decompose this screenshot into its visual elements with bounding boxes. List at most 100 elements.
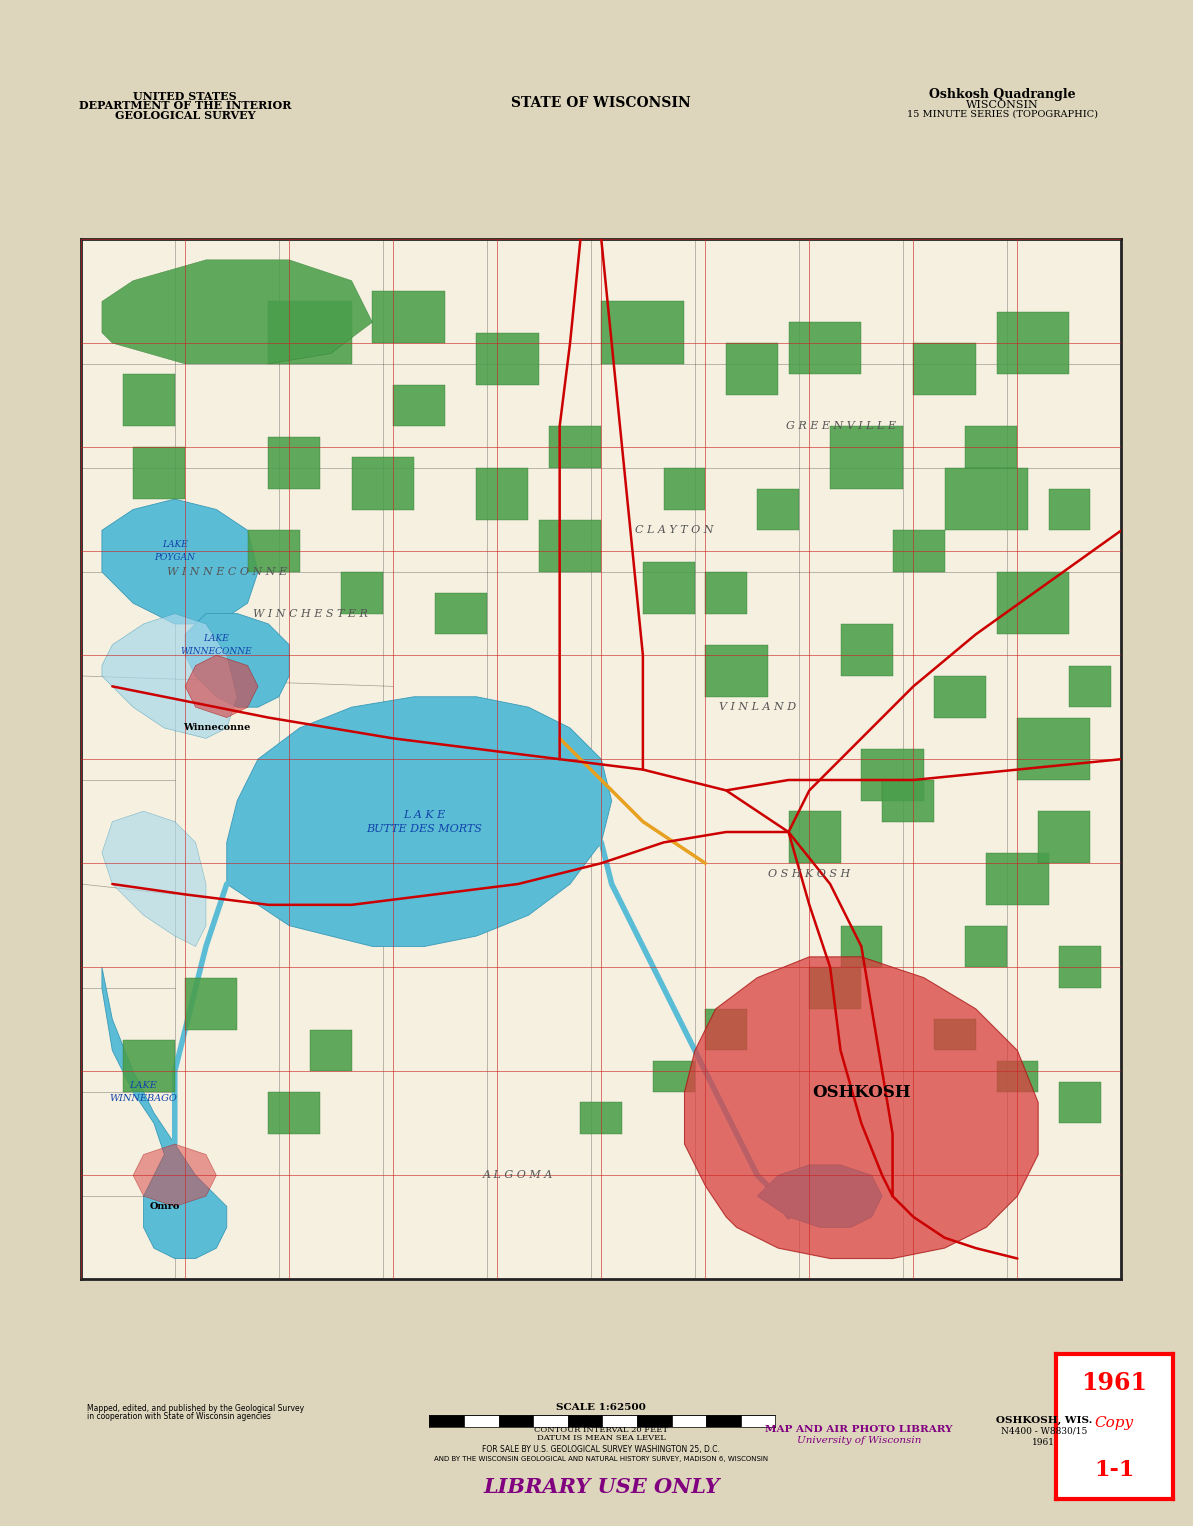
Bar bbox=[352, 458, 414, 510]
Text: in cooperation with State of Wisconsin agencies: in cooperation with State of Wisconsin a… bbox=[87, 1412, 271, 1421]
Polygon shape bbox=[101, 259, 372, 363]
Text: FOR SALE BY U.S. GEOLOGICAL SURVEY WASHINGTON 25, D.C.: FOR SALE BY U.S. GEOLOGICAL SURVEY WASHI… bbox=[482, 1445, 721, 1454]
Bar bbox=[663, 468, 705, 510]
Bar bbox=[1038, 812, 1090, 864]
Bar bbox=[601, 302, 685, 363]
Bar bbox=[841, 926, 882, 967]
Bar bbox=[809, 967, 861, 1009]
Bar bbox=[372, 291, 445, 343]
Bar bbox=[1059, 1082, 1101, 1123]
Text: W I N N E C O N N E: W I N N E C O N N E bbox=[167, 568, 286, 577]
Polygon shape bbox=[185, 655, 258, 717]
Text: DATUM IS MEAN SEA LEVEL: DATUM IS MEAN SEA LEVEL bbox=[537, 1434, 666, 1442]
Bar bbox=[892, 531, 945, 572]
Text: CONTOUR INTERVAL 20 FEET: CONTOUR INTERVAL 20 FEET bbox=[534, 1427, 668, 1434]
Text: LIBRARY USE ONLY: LIBRARY USE ONLY bbox=[483, 1477, 719, 1497]
Bar bbox=[706, 1415, 741, 1427]
Text: DEPARTMENT OF THE INTERIOR: DEPARTMENT OF THE INTERIOR bbox=[79, 101, 291, 111]
Polygon shape bbox=[101, 499, 258, 624]
Text: O S H K O S H: O S H K O S H bbox=[768, 868, 851, 879]
Text: AND BY THE WISCONSIN GEOLOGICAL AND NATURAL HISTORY SURVEY, MADISON 6, WISCONSIN: AND BY THE WISCONSIN GEOLOGICAL AND NATU… bbox=[434, 1456, 768, 1462]
Bar bbox=[987, 853, 1049, 905]
Bar bbox=[464, 1415, 499, 1427]
Bar bbox=[1059, 946, 1101, 987]
Bar bbox=[965, 426, 1018, 468]
Bar bbox=[268, 1093, 321, 1134]
Bar bbox=[185, 978, 237, 1030]
Bar bbox=[996, 572, 1069, 635]
Bar bbox=[841, 624, 892, 676]
Text: OSHKOSH, WIS.: OSHKOSH, WIS. bbox=[996, 1416, 1092, 1425]
Bar bbox=[568, 1415, 602, 1427]
Bar bbox=[789, 812, 841, 864]
Bar bbox=[705, 1009, 747, 1050]
Text: L A K E
BUTTE DES MORTS: L A K E BUTTE DES MORTS bbox=[366, 810, 482, 833]
Bar bbox=[134, 447, 185, 499]
Bar bbox=[643, 562, 694, 613]
Bar bbox=[934, 676, 987, 717]
Bar bbox=[654, 1061, 694, 1093]
Bar bbox=[705, 645, 768, 697]
Text: 1961: 1961 bbox=[1032, 1437, 1056, 1447]
Text: OSHKOSH: OSHKOSH bbox=[812, 1083, 910, 1100]
Bar bbox=[581, 1102, 622, 1134]
Bar bbox=[123, 374, 174, 426]
Bar bbox=[123, 1041, 174, 1093]
Text: C L A Y T O N: C L A Y T O N bbox=[635, 525, 713, 536]
Text: N4400 - W8830/15: N4400 - W8830/15 bbox=[1001, 1427, 1087, 1436]
Polygon shape bbox=[758, 1164, 882, 1227]
Bar bbox=[934, 1019, 976, 1050]
Text: LAKE
WINNECONNE: LAKE WINNECONNE bbox=[180, 633, 252, 656]
Polygon shape bbox=[685, 957, 1038, 1259]
Bar bbox=[268, 302, 352, 363]
Bar bbox=[268, 436, 321, 488]
Bar bbox=[341, 572, 383, 613]
Bar bbox=[996, 1061, 1038, 1093]
Bar bbox=[861, 749, 923, 801]
Bar bbox=[705, 572, 747, 613]
Bar bbox=[741, 1415, 775, 1427]
Polygon shape bbox=[134, 1144, 216, 1207]
Bar bbox=[637, 1415, 672, 1427]
Bar bbox=[248, 531, 299, 572]
Bar bbox=[602, 1415, 637, 1427]
Polygon shape bbox=[185, 613, 289, 707]
Polygon shape bbox=[227, 697, 612, 946]
Text: STATE OF WISCONSIN: STATE OF WISCONSIN bbox=[512, 96, 691, 110]
Bar bbox=[758, 488, 799, 531]
Text: UNITED STATES: UNITED STATES bbox=[134, 92, 236, 102]
Bar bbox=[1049, 488, 1090, 531]
Text: University of Wisconsin: University of Wisconsin bbox=[797, 1436, 921, 1445]
Text: Oshkosh Quadrangle: Oshkosh Quadrangle bbox=[929, 87, 1075, 101]
Bar bbox=[476, 468, 528, 520]
Bar bbox=[1018, 717, 1090, 780]
Text: G R E E N V I L L E: G R E E N V I L L E bbox=[785, 421, 896, 432]
Text: GEOLOGICAL SURVEY: GEOLOGICAL SURVEY bbox=[115, 110, 255, 121]
Text: 1-1: 1-1 bbox=[1094, 1459, 1135, 1480]
Polygon shape bbox=[101, 967, 227, 1259]
Bar bbox=[789, 322, 861, 374]
Bar bbox=[429, 1415, 464, 1427]
Text: Mapped, edited, and published by the Geological Survey: Mapped, edited, and published by the Geo… bbox=[87, 1404, 304, 1413]
Bar bbox=[965, 926, 1007, 967]
Bar bbox=[499, 1415, 533, 1427]
Bar bbox=[310, 1030, 352, 1071]
Text: V I N L A N D: V I N L A N D bbox=[718, 702, 796, 713]
Bar bbox=[945, 468, 1028, 531]
Bar bbox=[394, 385, 445, 426]
Text: A L G O M A: A L G O M A bbox=[483, 1170, 554, 1180]
Bar bbox=[996, 311, 1069, 374]
Text: WISCONSIN: WISCONSIN bbox=[966, 99, 1038, 110]
Text: SCALE 1:62500: SCALE 1:62500 bbox=[556, 1402, 647, 1412]
Bar bbox=[549, 426, 601, 468]
Bar bbox=[476, 333, 539, 385]
Bar bbox=[533, 1415, 568, 1427]
Text: MAP AND AIR PHOTO LIBRARY: MAP AND AIR PHOTO LIBRARY bbox=[765, 1425, 953, 1434]
Bar bbox=[727, 343, 778, 395]
Text: 15 MINUTE SERIES (TOPOGRAPHIC): 15 MINUTE SERIES (TOPOGRAPHIC) bbox=[907, 110, 1098, 119]
Text: W I N C H E S T E R: W I N C H E S T E R bbox=[253, 609, 367, 618]
Text: Copy: Copy bbox=[1095, 1416, 1133, 1430]
Bar bbox=[434, 592, 487, 635]
Text: Winneconne: Winneconne bbox=[183, 723, 251, 732]
Text: 1961: 1961 bbox=[1081, 1370, 1148, 1395]
